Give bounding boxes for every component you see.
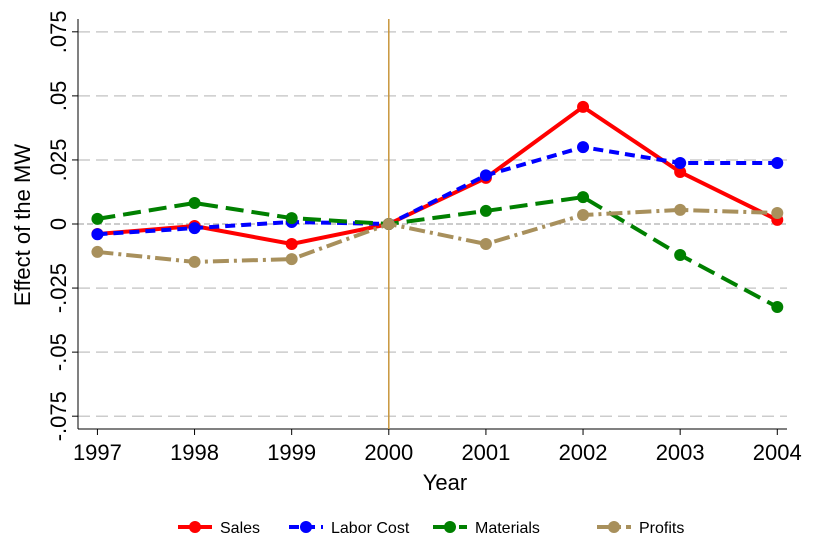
point [91, 245, 104, 258]
legend-marker [608, 521, 620, 533]
x-tick-label: 1997 [73, 440, 122, 465]
legend-label: Profits [639, 520, 684, 537]
point [771, 301, 784, 314]
y-tick-label: -.075 [46, 391, 71, 441]
x-tick-label: 2004 [753, 440, 802, 465]
point [285, 212, 298, 225]
x-axis-label: Year [423, 470, 467, 495]
point [479, 204, 492, 217]
series-line [97, 195, 779, 309]
point [577, 209, 590, 222]
point [285, 253, 298, 266]
point [674, 203, 687, 216]
point [479, 169, 492, 182]
legend-marker [189, 521, 201, 533]
point [674, 165, 687, 178]
point [674, 249, 687, 262]
legend-label: Labor Cost [331, 520, 410, 537]
point [577, 100, 590, 113]
x-tick-label: 2003 [656, 440, 705, 465]
point [91, 228, 104, 241]
y-tick-label: .05 [46, 81, 71, 112]
y-tick-label: .025 [46, 139, 71, 182]
legend-marker [300, 521, 312, 533]
legend-label: Materials [475, 520, 540, 537]
point [188, 255, 201, 268]
point [91, 212, 104, 225]
x-tick-label: 2002 [559, 440, 608, 465]
point [188, 222, 201, 235]
point [577, 141, 590, 154]
x-tick-label: 1998 [170, 440, 219, 465]
y-axis-label: Effect of the MW [10, 144, 35, 306]
y-tick-label: -.05 [46, 333, 71, 371]
y-tick-label: .075 [46, 10, 71, 53]
y-tick-label: 0 [46, 218, 71, 230]
point [771, 157, 784, 170]
point [771, 206, 784, 219]
x-tick-label: 2000 [364, 440, 413, 465]
legend-marker [444, 521, 456, 533]
legend-label: Sales [220, 520, 260, 537]
x-tick-label: 1999 [267, 440, 316, 465]
y-tick-label: -.025 [46, 263, 71, 313]
point [577, 191, 590, 204]
x-tick-label: 2001 [461, 440, 510, 465]
point [285, 237, 298, 250]
series-line [97, 145, 778, 237]
point [382, 218, 395, 230]
point [188, 196, 201, 209]
point [479, 237, 492, 250]
point [674, 157, 687, 170]
